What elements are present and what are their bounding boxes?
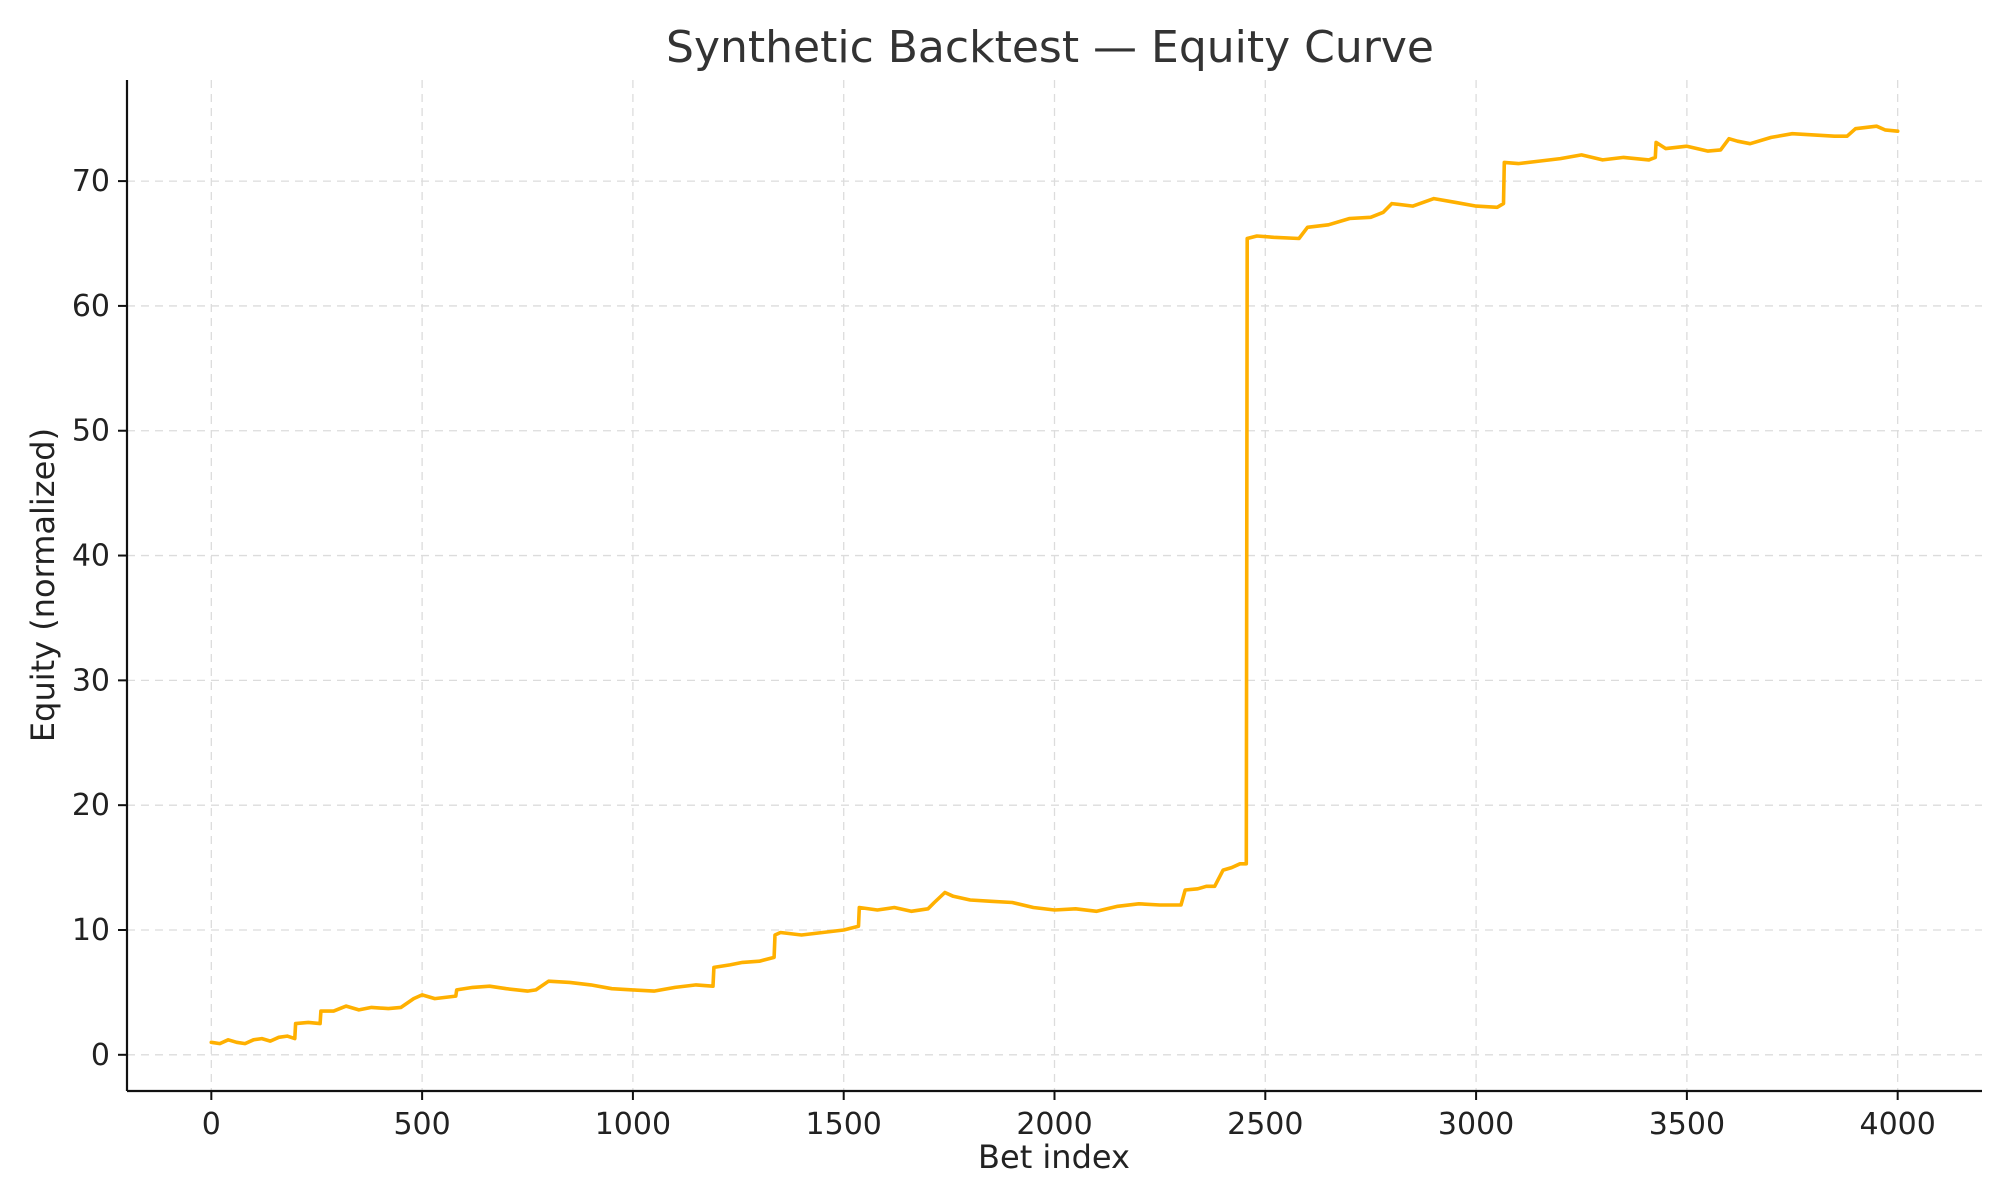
y-tick-label: 60 xyxy=(72,289,110,324)
equity-series-line xyxy=(209,124,1900,1046)
ticks-layer: 0 500 1000 1500 2000 2500 3000 3500 4000 0 10 20 30 4… xyxy=(72,164,1936,1142)
x-tick-label: 4000 xyxy=(1860,1107,1936,1142)
x-tick-label: 0 xyxy=(202,1107,221,1142)
x-tick-label: 500 xyxy=(393,1107,450,1142)
x-tick-label: 2000 xyxy=(1016,1107,1092,1142)
y-tick-label: 40 xyxy=(72,539,110,574)
x-tick-label: 3500 xyxy=(1649,1107,1725,1142)
series-layer xyxy=(209,124,1900,1046)
y-tick-label: 10 xyxy=(72,913,110,948)
y-tick-label: 20 xyxy=(72,788,110,823)
y-tick-label: 30 xyxy=(72,663,110,698)
grid-layer xyxy=(127,80,1982,1091)
y-tick-label: 50 xyxy=(72,414,110,449)
x-tick-label: 1500 xyxy=(806,1107,882,1142)
chart-title: Synthetic Backtest — Equity Curve xyxy=(666,22,1434,73)
x-tick-label: 1000 xyxy=(595,1107,671,1142)
x-tick-label: 2500 xyxy=(1227,1107,1303,1142)
y-tick-label: 70 xyxy=(72,164,110,199)
x-tick-label: 3000 xyxy=(1438,1107,1514,1142)
x-axis-label: Bet index xyxy=(978,1138,1130,1176)
y-tick-label: 0 xyxy=(91,1038,110,1073)
y-axis-label: Equity (normalized) xyxy=(24,428,62,742)
